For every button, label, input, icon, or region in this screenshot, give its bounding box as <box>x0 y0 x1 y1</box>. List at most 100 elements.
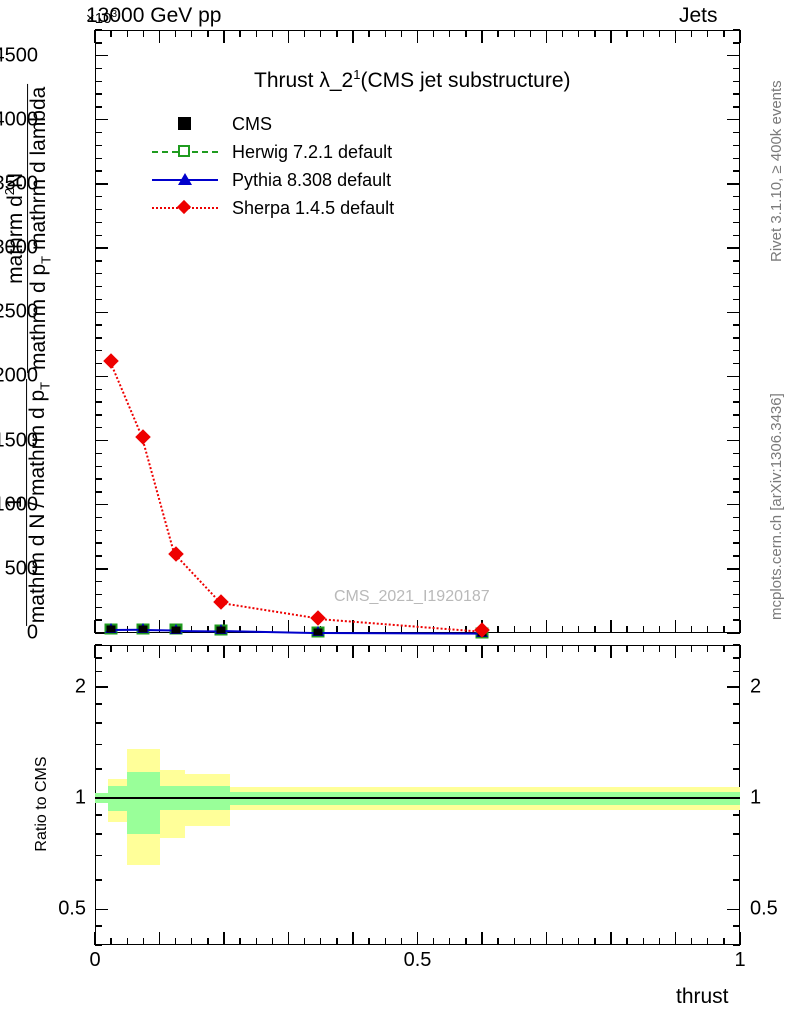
ratio-x-tick <box>416 932 419 945</box>
y-axis-tick <box>95 452 102 455</box>
x-axis-tick <box>561 30 564 37</box>
y-axis-tick <box>95 234 102 236</box>
ratio-x-tick <box>449 645 451 652</box>
x-axis-tick <box>287 620 290 633</box>
y-axis-tick <box>733 170 740 172</box>
ratio-x-tick <box>594 645 596 652</box>
filled-square-marker <box>152 114 218 134</box>
ratio-x-tick <box>174 645 177 652</box>
beam-energy-label: 13000 GeV pp <box>86 4 222 27</box>
ratio-x-tick <box>481 645 483 658</box>
ratio-x-tick <box>207 938 209 945</box>
y-axis-tick <box>95 439 108 442</box>
y-axis-tick-label: 3000 <box>0 236 38 259</box>
y-axis-tick <box>733 414 740 416</box>
cms-data-marker <box>216 626 226 634</box>
x-axis-tick <box>561 626 564 633</box>
ratio-x-tick <box>110 645 112 652</box>
x-axis-tick <box>723 626 725 633</box>
x-axis-tick <box>255 30 257 37</box>
ratio-x-tick <box>513 645 515 652</box>
ratio-x-tick <box>658 645 661 652</box>
ratio-x-tick <box>110 938 112 945</box>
ratio-x-tick <box>320 938 322 945</box>
y-axis-tick <box>733 131 740 134</box>
x-axis-tick <box>690 30 693 37</box>
y-axis-tick <box>733 465 740 467</box>
y-axis-tick <box>733 606 740 609</box>
ratio-x-tick <box>416 645 419 658</box>
x-axis-tick <box>465 30 467 37</box>
y-axis-tick <box>95 67 102 70</box>
ratio-x-tick <box>384 645 386 652</box>
ratio-x-tick <box>529 938 532 945</box>
legend-item-herwig[interactable]: Herwig 7.2.1 default <box>152 138 394 166</box>
ratio-x-tick <box>739 932 741 945</box>
legend-item-pythia[interactable]: Pythia 8.308 default <box>152 166 394 194</box>
x-axis-tick <box>384 626 386 633</box>
y-axis-tick <box>95 144 102 147</box>
y-axis-tick <box>95 491 102 493</box>
y-axis-tick <box>733 555 740 557</box>
ratio-x-tick <box>368 938 370 945</box>
y-axis-tick <box>95 555 102 557</box>
y-axis-tick <box>95 427 102 429</box>
x-axis-tick <box>207 30 209 37</box>
ratio-axis-tick <box>95 879 102 881</box>
ratio-x-tick <box>642 938 644 945</box>
ratio-x-tick <box>255 938 257 945</box>
analysis-category-label: Jets <box>679 4 718 27</box>
legend-label: Sherpa 1.4.5 default <box>232 197 395 218</box>
x-axis-tick <box>465 626 467 633</box>
legend-item-sherpa[interactable]: Sherpa 1.4.5 default <box>152 194 394 222</box>
ratio-x-tick <box>723 938 725 945</box>
y-axis-tick <box>733 529 740 532</box>
y-axis-tick <box>733 452 740 455</box>
ratio-axis-tick <box>733 814 740 816</box>
legend-item-cms[interactable]: CMS <box>152 110 394 138</box>
x-axis-tick <box>207 626 209 633</box>
ratio-x-tick <box>174 938 177 945</box>
y-axis-tick <box>95 465 102 467</box>
y-axis-tick-label: 2500 <box>0 300 38 323</box>
x-axis-tick <box>126 30 128 37</box>
x-axis-tick <box>239 626 241 633</box>
cms-data-marker <box>106 625 116 633</box>
scale-factor-label: ×103 <box>86 9 117 27</box>
x-axis-tick <box>449 30 451 37</box>
x-axis-tick <box>626 626 628 633</box>
x-axis-tick <box>432 626 435 633</box>
y-axis-tick <box>733 580 740 583</box>
x-axis-tick <box>674 620 677 633</box>
x-axis-tick <box>610 620 612 633</box>
ratio-x-tick <box>142 645 145 652</box>
x-axis-tick <box>432 30 435 37</box>
ratio-x-tick <box>352 932 354 945</box>
x-axis-tick <box>594 626 596 633</box>
y-axis-tick <box>95 324 102 326</box>
ratio-x-tick <box>239 645 241 652</box>
x-axis-tick <box>739 30 741 43</box>
y-axis-tick <box>95 632 108 634</box>
y-axis-tick <box>727 247 740 249</box>
y-axis-tick <box>95 350 102 352</box>
y-axis-tick <box>95 542 102 544</box>
y-axis-tick <box>95 362 102 365</box>
ratio-tick-label-left: 2 <box>74 675 86 698</box>
ratio-axis-tick <box>95 944 102 946</box>
diamond-marker <box>152 198 218 218</box>
ratio-axis-tick <box>727 686 740 688</box>
ratio-x-tick <box>352 645 354 658</box>
x-axis-tick <box>158 620 161 633</box>
y-axis-tick <box>727 119 740 121</box>
x-axis-tick <box>271 626 274 633</box>
ratio-x-tick <box>223 645 225 658</box>
x-axis-tick <box>320 30 322 37</box>
ratio-axis-tick <box>733 833 740 835</box>
y-axis-tick <box>733 42 740 44</box>
x-axis-tick <box>336 626 338 633</box>
y-axis-tick <box>95 221 102 224</box>
ratio-x-tick <box>707 938 709 945</box>
x-axis-tick <box>368 30 370 37</box>
y-axis-tick <box>95 529 102 532</box>
